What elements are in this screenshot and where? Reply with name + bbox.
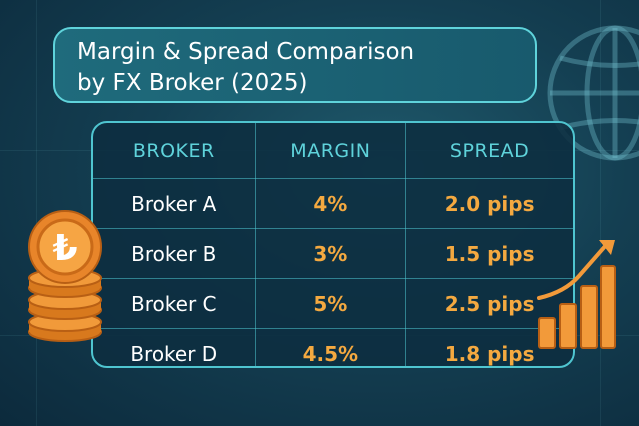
margin-value: 4.5%: [254, 328, 407, 366]
table-row: Broker A 4% 2.0 pips: [93, 178, 573, 229]
margin-value: 4%: [254, 178, 407, 229]
lira-coin-stack-icon: ₺: [28, 210, 102, 342]
header-margin: MARGIN: [254, 123, 407, 179]
broker-name: Broker A: [93, 178, 256, 229]
comparison-table-panel: BROKER MARGIN SPREAD Broker A 4% 2.0 pip…: [91, 121, 575, 368]
header-broker: BROKER: [93, 123, 256, 179]
header-spread: SPREAD: [405, 123, 573, 179]
background-line: [600, 0, 601, 426]
table-header-row: BROKER MARGIN SPREAD: [93, 123, 573, 179]
table-row: Broker B 3% 1.5 pips: [93, 228, 573, 279]
table-row: Broker D 4.5% 1.8 pips: [93, 328, 573, 366]
margin-value: 5%: [254, 278, 407, 329]
bar-chart-growth-icon: [537, 240, 616, 349]
spread-value: 1.5 pips: [405, 228, 573, 279]
title-line-1: Margin & Spread Comparison: [77, 39, 415, 65]
spread-value: 2.0 pips: [405, 178, 573, 229]
broker-name: Broker C: [93, 278, 256, 329]
spread-value: 2.5 pips: [405, 278, 573, 329]
title-line-2: by FX Broker (2025): [77, 70, 308, 96]
title-panel: Margin & Spread Comparison by FX Broker …: [53, 27, 537, 103]
margin-value: 3%: [254, 228, 407, 279]
globe-icon: [547, 25, 639, 161]
background-line: [36, 0, 37, 426]
lira-symbol: ₺: [52, 228, 77, 269]
table-row: Broker C 5% 2.5 pips: [93, 278, 573, 329]
broker-name: Broker B: [93, 228, 256, 279]
broker-name: Broker D: [93, 328, 256, 366]
comparison-table: BROKER MARGIN SPREAD Broker A 4% 2.0 pip…: [93, 123, 573, 366]
